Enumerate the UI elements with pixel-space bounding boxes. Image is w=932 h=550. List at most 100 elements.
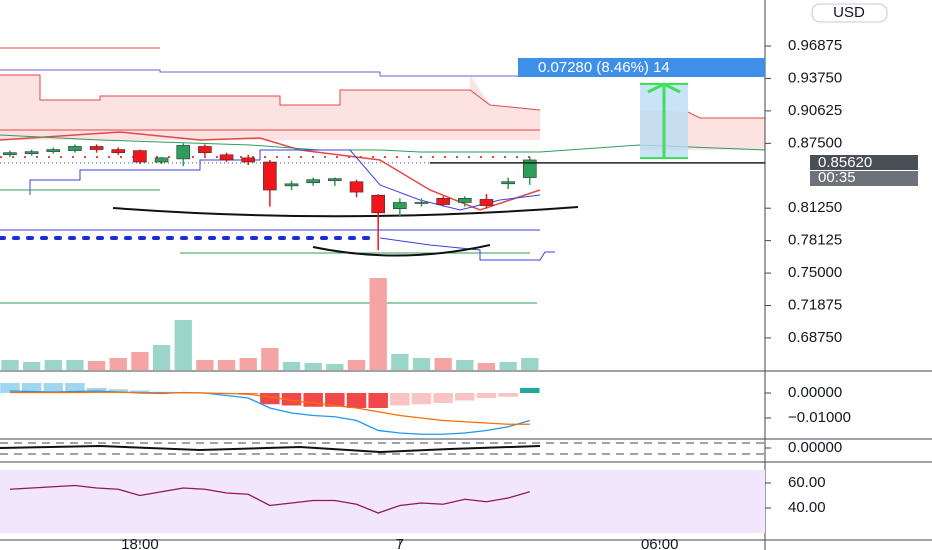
x-tick-label: 18:00 [121, 536, 159, 550]
y-tick-label: 0.00000 [788, 439, 842, 456]
volume-bar [326, 364, 344, 370]
candle-body [133, 150, 147, 163]
candle-body [458, 198, 472, 203]
volume-bar [196, 360, 214, 370]
candle-body [479, 199, 494, 206]
candle-body [393, 202, 407, 210]
macd-bar [238, 393, 258, 394]
volume-bar [499, 362, 517, 370]
volume-bar [391, 354, 409, 370]
candle-body [24, 151, 39, 155]
candle-body [89, 146, 104, 150]
macd-bar [21, 383, 42, 393]
y-tick-label: 0.00000 [788, 384, 842, 401]
candle-body [219, 154, 234, 161]
volume-bar [347, 360, 366, 370]
candle-body [263, 161, 277, 191]
measure-label-box [518, 58, 765, 77]
candle-body [68, 146, 82, 151]
overlays [0, 47, 766, 304]
volume-bar [87, 361, 106, 370]
last-price-label: 0.85620 [818, 154, 872, 171]
candle-body [154, 157, 169, 163]
macd-bar [108, 389, 129, 393]
y-tick-label: 40.00 [788, 499, 826, 516]
volume-bar [477, 363, 496, 370]
volume-bar [44, 360, 62, 370]
volume-bar [217, 360, 236, 370]
volume-bar [456, 360, 474, 370]
rsi-line [9, 484, 530, 514]
macd-bar [390, 393, 410, 406]
currency-button[interactable] [811, 3, 888, 23]
volume-bar [304, 363, 322, 370]
macd-bar [303, 393, 323, 407]
drawn-arc [312, 244, 491, 257]
candle-body [241, 157, 256, 163]
macd-bar [433, 393, 453, 403]
y-tick-label: 0.93750 [788, 69, 842, 86]
macd-bar [498, 393, 518, 397]
x-tick-label: 06:00 [641, 536, 679, 550]
volume-bar [152, 345, 171, 370]
volume-bar [369, 278, 387, 370]
y-tick-label: 0.68750 [788, 329, 842, 346]
macd-bar [455, 393, 475, 401]
last-price-box [810, 155, 918, 170]
y-tick-label: 60.00 [788, 474, 826, 491]
macd-bar [0, 383, 20, 393]
volume-bar [239, 358, 257, 370]
countdown: 00:35 [818, 169, 856, 186]
candle-body [306, 179, 320, 184]
osc-line [0, 444, 541, 454]
candle-body [522, 159, 537, 178]
macd-bar [411, 393, 432, 405]
candle-body [349, 181, 364, 193]
volume-bar [521, 358, 539, 370]
volume-bar [434, 358, 452, 370]
y-tick-label: 0.90625 [788, 102, 842, 119]
cloud-edge [0, 74, 541, 111]
macd-bar [281, 393, 302, 406]
candle-body [46, 149, 61, 152]
volume-bar [131, 352, 149, 370]
volume-bar [282, 362, 301, 370]
candle-body [328, 178, 342, 181]
volume-bar [109, 358, 127, 370]
x-tick-label: 7 [396, 536, 404, 550]
candle-body [501, 181, 515, 185]
candle-body [414, 202, 429, 204]
volume-bar [1, 360, 19, 370]
macd-bar [476, 393, 497, 398]
candle-body [3, 152, 17, 156]
countdown-box [810, 171, 918, 186]
level-line [0, 69, 530, 77]
signal-line [9, 391, 530, 425]
macd-bar [260, 393, 280, 405]
rsi-band [0, 470, 765, 533]
candle-body [371, 194, 385, 214]
candle-body [176, 145, 191, 160]
macd-bar [65, 383, 85, 393]
candle-body [284, 183, 299, 187]
candle-body [111, 149, 126, 153]
macd-bar [43, 383, 64, 393]
macd-line [9, 390, 530, 435]
volume-bar [261, 348, 279, 370]
cloud-edge [687, 111, 765, 119]
band-line [29, 149, 541, 211]
candle-body [436, 198, 450, 205]
macd-bar [130, 390, 150, 393]
y-tick-label: 0.81250 [788, 199, 842, 216]
currency[interactable]: USD [833, 4, 865, 21]
y-tick-label: 0.87500 [788, 134, 842, 151]
y-tick-label: 0.71875 [788, 296, 842, 313]
macd-bar [325, 393, 345, 407]
volume-bar [66, 360, 84, 370]
volume-bar [412, 358, 431, 370]
macd-bar [346, 393, 367, 408]
measure-label: 0.07280 (8.46%) 14 [538, 59, 670, 76]
macd-bar [368, 393, 388, 408]
band-line [379, 237, 555, 261]
